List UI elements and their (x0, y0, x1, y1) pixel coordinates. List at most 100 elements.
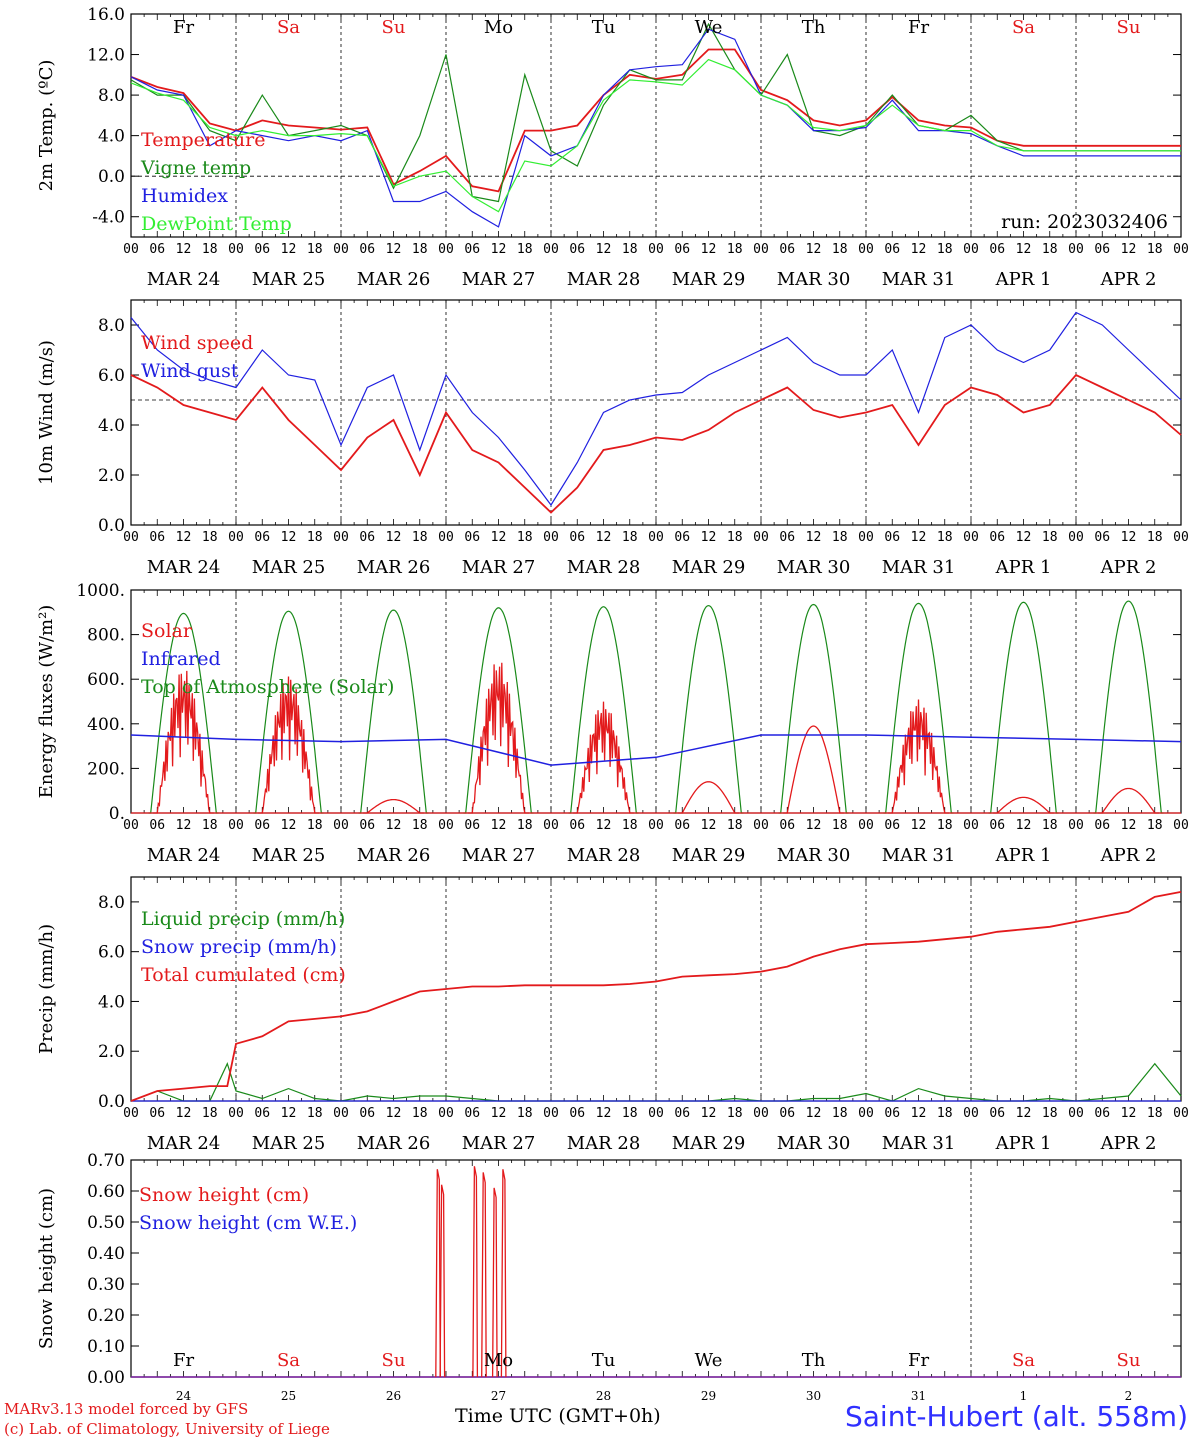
date-label: MAR 31 (882, 845, 956, 866)
hour-label: 00 (648, 1106, 664, 1121)
day-number-label: 1 (1020, 1389, 1028, 1403)
solar-line (782, 725, 845, 814)
y-tick-label: 200. (87, 759, 125, 779)
solar-line (887, 699, 950, 814)
hour-label: 00 (333, 1106, 349, 1121)
y-tick-label: 4.0 (98, 992, 125, 1012)
hour-label: 06 (254, 242, 270, 257)
date-label: MAR 30 (777, 845, 851, 866)
y-tick-label: 0.70 (87, 1151, 125, 1171)
hour-label: 00 (228, 1106, 244, 1121)
hour-label: 12 (1016, 242, 1032, 257)
date-label: MAR 30 (777, 557, 851, 578)
hour-label: 12 (596, 1106, 612, 1121)
weekday-label: Th (802, 1350, 826, 1371)
hour-label: 12 (1016, 530, 1032, 545)
y-tick-label: 0. (109, 804, 125, 824)
solar-line (1097, 787, 1160, 814)
date-label: APR 1 (995, 557, 1052, 578)
hour-label: 00 (1068, 1106, 1084, 1121)
hour-label: 18 (412, 1106, 428, 1121)
date-label: MAR 25 (252, 845, 326, 866)
hour-label: 00 (333, 530, 349, 545)
day-number-label: 27 (491, 1389, 506, 1403)
hour-label: 00 (1173, 530, 1189, 545)
hour-label: 06 (989, 818, 1005, 833)
date-label: MAR 28 (567, 1133, 641, 1154)
hour-label: 12 (176, 1106, 192, 1121)
hour-label: 18 (517, 818, 533, 833)
hour-label: 18 (832, 1106, 848, 1121)
hour-label: 12 (176, 242, 192, 257)
run-annotation: run: 2023032406 (1001, 211, 1168, 233)
hour-label: 06 (1094, 818, 1110, 833)
hour-label: 00 (753, 1106, 769, 1121)
hour-label: 06 (464, 242, 480, 257)
hour-label: 12 (806, 530, 822, 545)
hour-label: 00 (1173, 1106, 1189, 1121)
panel-2: 8.0 6.0 4.0 2.0 0.0 10m Wind (m/s) 00 06 12 18 00 0… (36, 299, 1189, 578)
hour-label: 00 (963, 530, 979, 545)
solar-line (467, 662, 530, 814)
hour-label: 06 (674, 818, 690, 833)
hour-label: 18 (622, 818, 638, 833)
snow-spike (481, 1172, 487, 1378)
snow-spike (472, 1166, 479, 1378)
hour-label: 18 (832, 818, 848, 833)
hour-label: 06 (674, 1106, 690, 1121)
y-tick-label: 8.0 (98, 893, 125, 913)
day-number-label: 25 (281, 1389, 296, 1403)
hour-label: 00 (648, 242, 664, 257)
y-tick-label: 400. (87, 715, 125, 735)
hour-label: 12 (491, 242, 507, 257)
date-label: MAR 26 (357, 845, 431, 866)
hour-label: 12 (701, 1106, 717, 1121)
hour-label: 12 (701, 530, 717, 545)
hour-label: 06 (884, 1106, 900, 1121)
hour-label: 18 (517, 530, 533, 545)
hour-label: 00 (1173, 242, 1189, 257)
hour-label: 00 (1173, 818, 1189, 833)
weekday-label: We (695, 17, 723, 38)
hour-label: 06 (149, 242, 165, 257)
hour-label: 00 (753, 818, 769, 833)
hour-label: 18 (832, 242, 848, 257)
date-label: MAR 28 (567, 557, 641, 578)
hour-label: 12 (596, 818, 612, 833)
date-label: APR 2 (1100, 269, 1157, 290)
hour-label: 18 (412, 242, 428, 257)
y-tick-label: 0.20 (87, 1306, 125, 1326)
series-line (130, 22, 1181, 203)
date-label: MAR 29 (672, 557, 746, 578)
hour-label: 00 (648, 530, 664, 545)
y-tick-label: 16.0 (87, 5, 125, 25)
y-tick-label: 2.0 (98, 1042, 125, 1062)
solar-line (992, 796, 1055, 814)
date-label: APR 1 (995, 845, 1052, 866)
day-number-label: 31 (911, 1389, 926, 1403)
legend-entry: Temperature (141, 129, 265, 151)
hour-label: 18 (622, 1106, 638, 1121)
series-line (130, 58, 1181, 213)
hour-label: 00 (228, 242, 244, 257)
hour-label: 06 (884, 242, 900, 257)
date-label: MAR 24 (147, 845, 221, 866)
hour-label: 00 (438, 1106, 454, 1121)
hour-label: 12 (596, 242, 612, 257)
date-label: MAR 29 (672, 269, 746, 290)
hour-label: 18 (937, 1106, 953, 1121)
toa-solar-line (253, 610, 324, 814)
hour-label: 00 (333, 818, 349, 833)
hour-label: 12 (386, 242, 402, 257)
y-tick-label: -4.0 (92, 208, 125, 228)
day-number-label: 2 (1125, 1389, 1133, 1403)
hour-label: 00 (543, 1106, 559, 1121)
hour-label: 06 (674, 242, 690, 257)
hour-label: 18 (727, 242, 743, 257)
day-number-label: 30 (806, 1389, 821, 1403)
hour-label: 18 (307, 530, 323, 545)
hour-label: 18 (727, 530, 743, 545)
station-name: Saint-Hubert (alt. 558m) (844, 1400, 1188, 1433)
hour-label: 00 (228, 530, 244, 545)
toa-solar-line (673, 604, 744, 814)
